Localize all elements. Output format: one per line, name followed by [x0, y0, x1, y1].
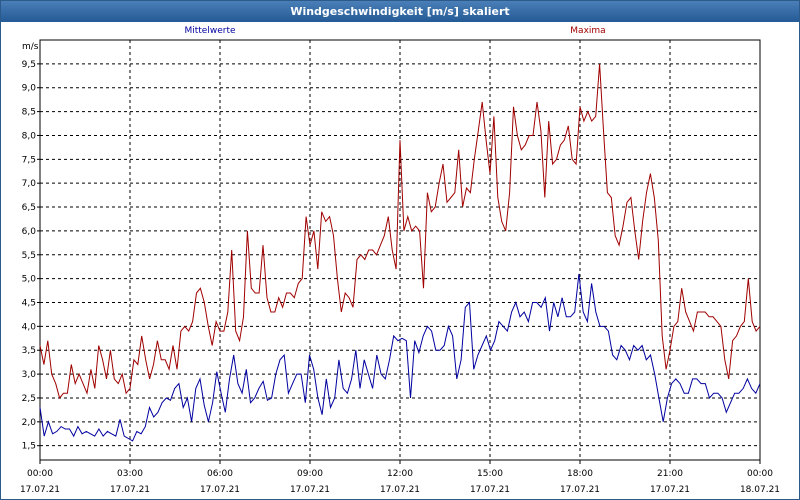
y-tick-label: 9,5 [22, 60, 36, 70]
y-tick-label: 4,0 [22, 322, 37, 332]
y-tick-label: 9,0 [22, 84, 37, 94]
y-tick-label: 2,0 [22, 418, 37, 428]
series-maxima-line [39, 63, 761, 400]
y-tick-label: 3,5 [22, 346, 36, 356]
y-tick-label: 5,0 [22, 275, 37, 285]
x-tick-time: 06:00 [207, 469, 233, 479]
x-tick-date: 17.07.21 [200, 485, 240, 495]
chart-title: Windgeschwindigkeit [m/s] skaliert [1, 1, 799, 22]
x-tick-date: 17.07.21 [20, 485, 60, 495]
legend-mittelwerte: Mittelwerte [184, 26, 235, 36]
y-tick-label: 7,5 [22, 155, 36, 165]
y-tick-label: 8,5 [22, 108, 36, 118]
y-axis-ticks: 1,5 2,0 2,5 3,0 3,5 4,0 4,5 5,0 5,5 6,0 6,5 7,0 7,5 8… [22, 60, 40, 452]
x-tick-date: 17.07.21 [290, 485, 330, 495]
y-tick-label: 6,0 [22, 227, 37, 237]
grid-lines [40, 40, 760, 460]
y-tick-label: 8,0 [22, 131, 37, 141]
x-axis-ticks: 00:00 17.07.21 03:00 17.07.21 06:00 17.07.21 0… [20, 460, 780, 495]
y-axis-unit: m/s [22, 42, 39, 52]
x-tick-time: 00:00 [27, 469, 53, 479]
legend-maxima: Maxima [570, 26, 605, 36]
x-tick-time: 18:00 [567, 469, 593, 479]
y-tick-label: 7,0 [22, 179, 37, 189]
x-tick-date: 17.07.21 [650, 485, 690, 495]
x-tick-date: 17.07.21 [110, 485, 150, 495]
y-tick-label: 4,5 [22, 299, 36, 309]
x-tick-date: 17.07.21 [470, 485, 510, 495]
y-tick-label: 2,5 [22, 394, 36, 404]
y-tick-label: 5,5 [22, 251, 36, 261]
x-tick-time: 12:00 [387, 469, 413, 479]
x-tick-time: 21:00 [657, 469, 683, 479]
x-tick-date: 17.07.21 [560, 485, 600, 495]
y-tick-label: 3,0 [22, 370, 37, 380]
y-tick-label: 6,5 [22, 203, 36, 213]
y-tick-label: 1,5 [22, 442, 36, 452]
x-tick-time: 15:00 [477, 469, 503, 479]
x-tick-date: 17.07.21 [380, 485, 420, 495]
series-mittelwerte-line [39, 273, 761, 442]
x-tick-time: 00:00 [747, 469, 773, 479]
x-tick-time: 03:00 [117, 469, 143, 479]
x-tick-date: 18.07.21 [740, 485, 780, 495]
x-tick-time: 09:00 [297, 469, 323, 479]
